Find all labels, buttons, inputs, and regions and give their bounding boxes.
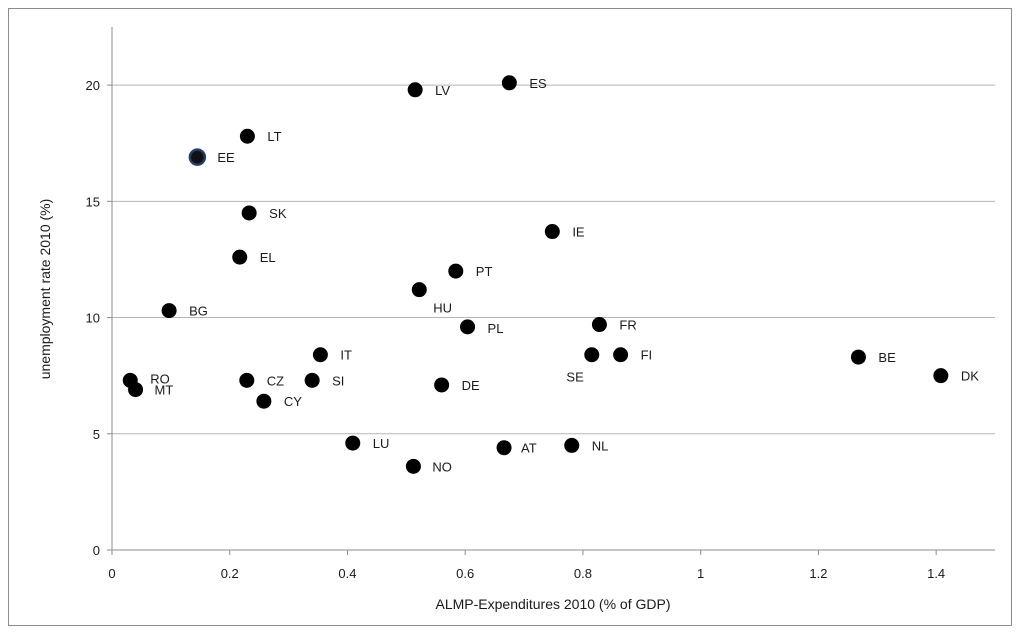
- chart-frame: [8, 8, 1012, 626]
- point-label-CZ: CZ: [267, 373, 284, 388]
- point-label-FI: FI: [641, 348, 653, 363]
- point-SE: [584, 347, 600, 363]
- x-tick-label-3: 0.6: [456, 566, 474, 581]
- point-EL: [232, 249, 248, 265]
- point-IE: [544, 224, 560, 240]
- point-BE: [850, 349, 866, 365]
- x-tick-label-0: 0: [108, 566, 115, 581]
- point-label-DK: DK: [961, 369, 979, 384]
- point-label-NL: NL: [592, 438, 609, 453]
- point-label-RO: RO: [150, 371, 170, 386]
- x-axis-title: ALMP-Expenditures 2010 (% of GDP): [436, 596, 671, 612]
- point-label-ES: ES: [529, 76, 547, 91]
- y-tick-label-0: 0: [93, 543, 100, 558]
- point-ES: [501, 75, 517, 91]
- point-label-MT: MT: [155, 383, 174, 398]
- point-CZ: [239, 372, 255, 388]
- point-label-CY: CY: [284, 394, 302, 409]
- axes: [107, 27, 995, 555]
- point-label-EE: EE: [217, 150, 235, 165]
- point-HU: [411, 282, 427, 298]
- point-label-NO: NO: [432, 459, 452, 474]
- point-label-SK: SK: [269, 206, 287, 221]
- x-tick-label-2: 0.4: [338, 566, 356, 581]
- point-label-LU: LU: [373, 436, 390, 451]
- point-FR: [591, 317, 607, 333]
- point-DE: [434, 377, 450, 393]
- point-IT: [312, 347, 328, 363]
- gridlines: [112, 84, 995, 435]
- point-EE: [188, 148, 207, 166]
- x-tick-label-5: 1: [697, 566, 704, 581]
- point-CY: [256, 393, 272, 409]
- point-SI: [304, 372, 320, 388]
- point-label-LV: LV: [435, 83, 450, 98]
- y-tick-label-4: 20: [86, 78, 100, 93]
- point-labels: ES LV LT EE SK IE EL PT HU BG FR PL IT SE FI BE DK RO CZ SI…: [150, 76, 979, 475]
- tick-labels: 0 5 10 15 20 0 0.2 0.4 0.6 0.8 1 1.2 1.4: [86, 78, 946, 581]
- point-label-DE: DE: [462, 378, 480, 393]
- point-label-HU: HU: [433, 301, 452, 316]
- data-points: [122, 75, 949, 474]
- point-PT: [448, 263, 464, 279]
- point-LV: [407, 82, 423, 98]
- x-tick-label-7: 1.4: [927, 566, 945, 581]
- point-label-BE: BE: [878, 350, 896, 365]
- point-LU: [345, 435, 361, 451]
- x-tick-label-4: 0.8: [574, 566, 592, 581]
- point-NL: [564, 437, 580, 453]
- point-label-SI: SI: [332, 373, 344, 388]
- point-PL: [460, 319, 476, 335]
- point-BG: [161, 303, 177, 319]
- point-label-IT: IT: [340, 348, 352, 363]
- y-tick-label-1: 5: [93, 427, 100, 442]
- y-tick-label-2: 10: [86, 311, 100, 326]
- point-AT: [496, 440, 512, 456]
- y-axis-title: unemployment rate 2010 (%): [37, 199, 53, 380]
- y-tick-label-3: 15: [86, 194, 100, 209]
- point-NO: [405, 458, 421, 474]
- point-MT: [128, 382, 144, 398]
- point-DK: [933, 368, 949, 384]
- point-FI: [613, 347, 629, 363]
- point-label-LT: LT: [267, 129, 281, 144]
- x-tick-label-6: 1.2: [809, 566, 827, 581]
- point-label-PL: PL: [488, 321, 504, 336]
- point-label-FR: FR: [619, 318, 636, 333]
- point-label-PT: PT: [476, 264, 493, 279]
- point-label-EL: EL: [260, 250, 276, 265]
- point-LT: [239, 128, 255, 144]
- point-label-SE: SE: [566, 370, 584, 385]
- point-label-BG: BG: [189, 304, 208, 319]
- point-label-IE: IE: [572, 225, 585, 240]
- point-SK: [241, 205, 257, 221]
- point-label-AT: AT: [521, 441, 537, 456]
- x-tick-label-1: 0.2: [221, 566, 239, 581]
